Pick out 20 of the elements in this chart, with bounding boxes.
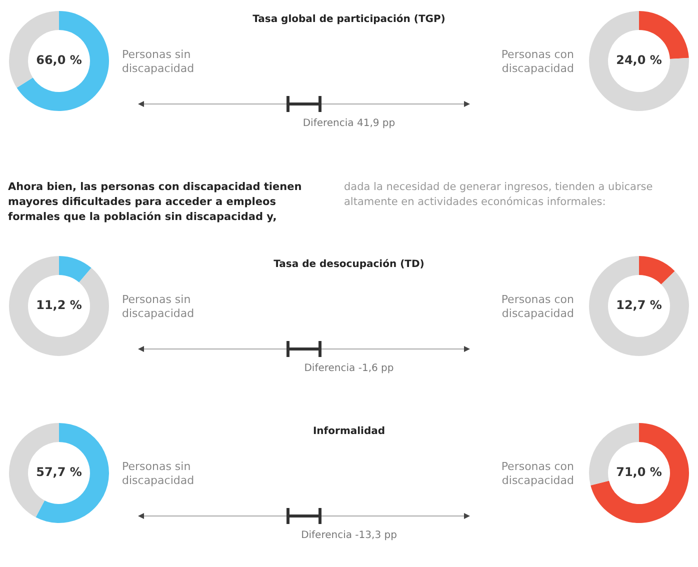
data-label: 24,0 % <box>616 53 662 68</box>
data-label: 71,0 % <box>616 465 662 480</box>
data-label: 66,0 % <box>36 53 82 68</box>
text: Personas sin discapacidad <box>122 48 196 76</box>
text: Diferencia 41,9 pp <box>302 118 396 129</box>
text: Informalidad <box>312 426 386 437</box>
data-label: 12,7 % <box>616 298 662 312</box>
data-label: 57,7 % <box>36 465 82 480</box>
text: Tasa de desocupación (TD) <box>272 259 426 270</box>
text: Tasa global de participación (TGP) <box>252 14 446 25</box>
text: Ahora bien, las personas con discapacidad tienen mayores dificultades para acceder a empleos formales que la población sin discapacidad y, <box>8 180 303 225</box>
text: dada la necesidad de generar ingresos, tienden a ubicarse altamente en actividades económicas informales: <box>344 180 654 210</box>
text: Personas con discapacidad <box>500 48 574 76</box>
text: Personas con discapacidad <box>500 460 574 488</box>
text: Personas con discapacidad <box>500 293 574 321</box>
text: Diferencia -1,6 pp <box>303 363 395 374</box>
text: Personas sin discapacidad <box>122 460 196 488</box>
text: Diferencia -13,3 pp <box>300 530 398 541</box>
text: Personas sin discapacidad <box>122 293 196 321</box>
data-label: 11,2 % <box>36 298 82 312</box>
